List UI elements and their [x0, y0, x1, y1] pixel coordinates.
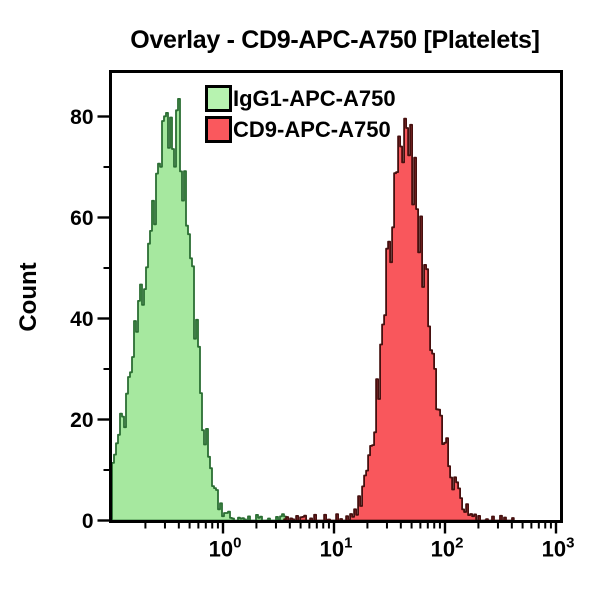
legend: IgG1-APC-A750 CD9-APC-A750	[205, 85, 396, 143]
x-tick-label: 101	[320, 535, 353, 562]
y-tick-label: 20	[70, 409, 93, 432]
histogram-cd9	[283, 117, 515, 522]
axis-layer: 0 20 40 60 80 100 101 102 103	[70, 70, 575, 562]
y-tick-label: 60	[70, 207, 93, 230]
cd9-swatch-icon	[205, 116, 232, 143]
x-tick-label: 103	[542, 535, 575, 562]
igg1-swatch-icon	[205, 85, 232, 112]
legend-item-igg1: IgG1-APC-A750	[205, 85, 396, 112]
y-tick-label: 80	[70, 106, 93, 129]
x-tick-label: 102	[431, 535, 464, 562]
legend-label-igg1: IgG1-APC-A750	[233, 86, 396, 111]
plot-border	[109, 70, 563, 523]
histogram-series-layer	[111, 98, 515, 522]
histogram-igg1	[111, 98, 291, 522]
legend-label-cd9: CD9-APC-A750	[233, 117, 391, 142]
x-tick-label: 100	[209, 535, 242, 562]
y-tick-label: 0	[82, 510, 94, 533]
chart-title: Overlay - CD9-APC-A750 [Platelets]	[130, 26, 540, 54]
y-axis-title: Count	[15, 262, 42, 331]
legend-item-cd9: CD9-APC-A750	[205, 116, 396, 143]
y-tick-label: 40	[70, 308, 93, 331]
